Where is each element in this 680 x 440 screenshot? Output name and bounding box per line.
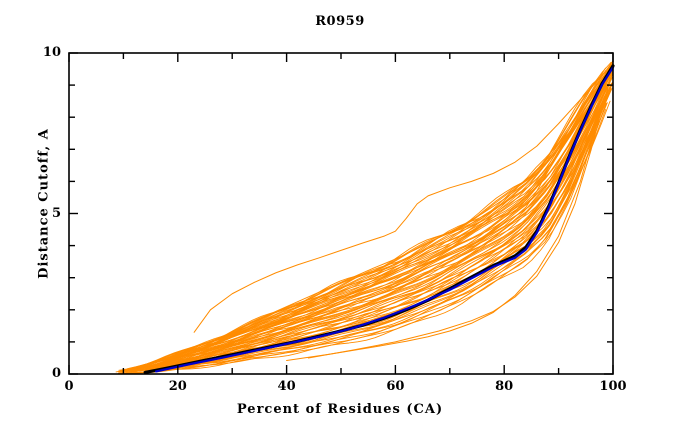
- model-curve-outlier: [209, 65, 614, 346]
- model-curve: [146, 83, 609, 371]
- x-tick-label: 20: [168, 379, 187, 394]
- y-axis-label: Distance Cutoff, A: [36, 128, 52, 279]
- model-curve: [122, 77, 611, 372]
- model-curve: [152, 69, 607, 364]
- model-curve: [148, 71, 612, 366]
- model-curve: [129, 70, 610, 369]
- y-tick-label: 0: [51, 366, 61, 381]
- model-curve: [124, 88, 613, 374]
- model-curve: [136, 94, 608, 372]
- model-curve: [152, 80, 606, 367]
- model-curve-outlier: [193, 62, 614, 333]
- y-tick-label: 5: [51, 205, 61, 221]
- model-curves-group: [115, 60, 614, 375]
- axes-frame: [68, 52, 614, 375]
- model-curve: [118, 86, 607, 373]
- x-tick-label: 60: [386, 379, 405, 394]
- chart-title: R0959: [315, 14, 365, 29]
- y-tick-label: 10: [42, 45, 61, 60]
- model-curve: [160, 95, 606, 367]
- model-curve: [123, 67, 613, 371]
- model-curve: [149, 88, 612, 373]
- model-curve: [147, 68, 611, 364]
- model-curve: [150, 76, 613, 370]
- model-curve-outlier: [286, 71, 614, 362]
- model-curve: [149, 88, 612, 372]
- model-curve: [157, 76, 612, 367]
- x-tick-label: 40: [277, 379, 296, 394]
- model-curve: [123, 69, 613, 371]
- x-axis-label: Percent of Residues (CA): [236, 402, 444, 417]
- model-curve-outlier: [307, 68, 614, 359]
- model-curve: [160, 84, 606, 366]
- x-tick-label: 80: [495, 379, 514, 394]
- model-curve: [119, 102, 608, 375]
- x-tick-label: 100: [599, 379, 627, 394]
- model-curve: [160, 101, 606, 370]
- x-tick-label: 0: [64, 379, 74, 394]
- model-curve: [149, 89, 612, 372]
- series-highlight: [154, 66, 615, 373]
- model-curve-outlier: [231, 62, 614, 344]
- model-curve: [162, 83, 608, 365]
